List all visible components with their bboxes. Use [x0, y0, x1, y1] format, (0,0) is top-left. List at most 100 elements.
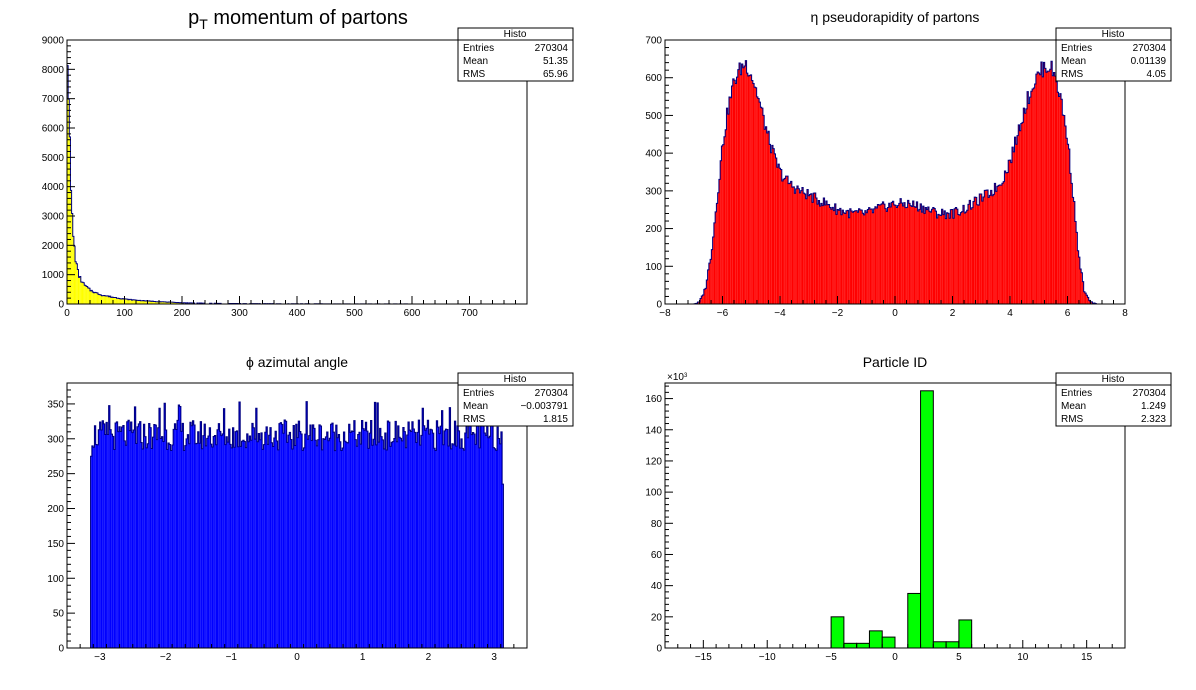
histogram-bin	[745, 60, 747, 305]
histogram-bin	[922, 206, 924, 304]
histogram-bin	[887, 207, 889, 304]
histogram-bin	[844, 213, 846, 304]
histogram-bin	[85, 285, 87, 304]
histogram-bin	[868, 207, 870, 304]
histogram-bin	[466, 424, 468, 648]
histogram-bin	[718, 179, 721, 304]
histogram-bin	[925, 207, 927, 304]
histogram-bin	[125, 445, 127, 648]
histogram-bin	[104, 434, 107, 648]
histogram-bin	[125, 298, 127, 304]
y-tick-label: 3000	[42, 212, 65, 223]
histogram-bin	[728, 96, 731, 304]
histogram-bin	[306, 401, 308, 648]
histogram-bin	[1053, 72, 1055, 304]
histogram-bin	[903, 202, 906, 304]
histogram-bin	[759, 102, 761, 304]
histogram-bin	[370, 420, 372, 648]
histogram-bin	[401, 440, 403, 648]
histogram-bin	[820, 203, 823, 304]
histogram-bin	[102, 420, 104, 648]
histogram-bin	[116, 421, 118, 648]
x-tick-label: 700	[461, 308, 478, 319]
histogram-bin	[1030, 91, 1033, 304]
histogram-bin	[1061, 99, 1063, 304]
histogram-bin	[770, 152, 772, 304]
histogram-bin	[708, 263, 711, 304]
histogram-bin	[781, 181, 784, 304]
histogram-bin	[146, 300, 148, 304]
histogram-bin	[95, 292, 97, 304]
histogram-bin	[151, 448, 153, 648]
histogram-bin	[721, 146, 723, 304]
histogram-bin	[744, 65, 746, 304]
histogram-bin	[856, 210, 858, 304]
y-tick-label: 7000	[42, 94, 65, 105]
y-tick-label: 60	[651, 550, 663, 561]
histogram-bin	[809, 194, 811, 304]
histogram-bin	[898, 203, 901, 304]
histogram-bin	[1038, 72, 1040, 304]
histogram-bin	[196, 302, 199, 304]
histogram-bin	[967, 204, 970, 304]
phi-stats-entries-label: Entries	[463, 388, 494, 399]
histogram-bin	[298, 421, 300, 648]
histogram-outline	[693, 60, 1097, 305]
histogram-bin	[715, 211, 717, 304]
eta-stats-box: Histo Entries 270304 Mean 0.01139 RMS 4.…	[1055, 27, 1172, 82]
histogram-bin	[1057, 92, 1059, 304]
histogram-bin	[97, 444, 99, 648]
x-tick-label: 200	[174, 308, 191, 319]
histogram-bin	[712, 237, 714, 304]
histogram-bin	[1074, 221, 1077, 304]
histogram-bin	[170, 450, 172, 648]
histogram-bin	[144, 300, 146, 304]
histogram-bin	[1054, 76, 1056, 304]
histogram-bin	[304, 434, 307, 648]
histogram-bin	[182, 423, 184, 648]
histogram-bin	[1082, 281, 1084, 304]
histogram-bin	[429, 429, 432, 648]
histogram-bin	[95, 444, 98, 648]
histogram-bin	[1040, 61, 1043, 304]
histogram-bin	[386, 449, 388, 648]
histogram-bin	[970, 209, 972, 304]
histogram-bin	[737, 69, 740, 304]
histogram-bin	[486, 425, 488, 648]
histogram-bin	[165, 430, 167, 648]
histogram-bin	[137, 300, 139, 304]
histogram-bin	[1019, 130, 1021, 304]
histogram-bin	[281, 424, 283, 648]
histogram-bin	[375, 444, 377, 648]
histogram-bin	[998, 185, 1000, 304]
histogram-bin	[177, 420, 179, 648]
histogram-bin	[419, 445, 421, 648]
histogram-bin	[761, 108, 763, 304]
histogram-bin	[895, 205, 897, 304]
y-tick-label: 20	[651, 612, 663, 623]
histogram-bin	[915, 207, 917, 304]
histogram-bin	[755, 87, 757, 304]
histogram-bin	[1014, 137, 1016, 304]
histogram-bin	[178, 405, 180, 648]
histogram-bin	[950, 209, 952, 304]
histogram-bin	[153, 424, 156, 648]
histogram-bin	[180, 431, 183, 648]
histogram-bin	[140, 300, 142, 304]
histogram-bin	[164, 403, 166, 648]
histogram-bin	[1052, 75, 1054, 305]
histogram-bin	[811, 202, 814, 304]
histogram-bin	[331, 423, 334, 648]
histogram-bin	[131, 432, 134, 648]
histogram-bin	[911, 206, 913, 304]
histogram-bin	[1072, 197, 1074, 304]
histogram-bin	[344, 441, 347, 648]
histogram-bin	[104, 295, 107, 304]
histogram-bin	[165, 302, 168, 304]
pid-y-multiplier: ×103	[667, 372, 688, 383]
histogram-bin	[291, 449, 294, 648]
histogram-bin	[294, 445, 296, 648]
histogram-bin	[168, 302, 170, 304]
histogram-bin	[78, 277, 80, 304]
histogram-bin	[827, 204, 829, 304]
